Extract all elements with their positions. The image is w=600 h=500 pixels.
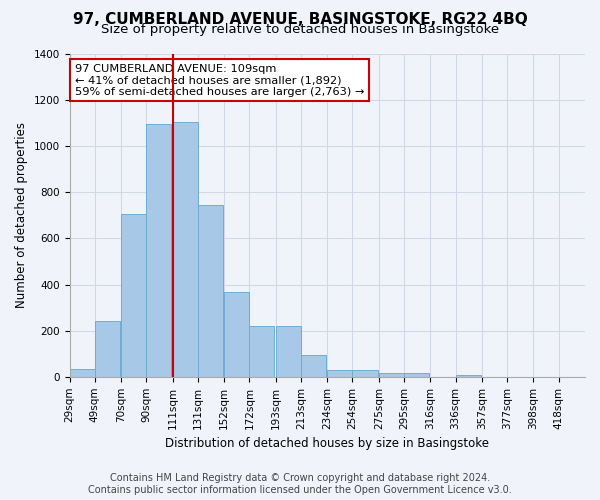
- Text: Size of property relative to detached houses in Basingstoke: Size of property relative to detached ho…: [101, 22, 499, 36]
- Bar: [173, 122, 198, 377]
- Text: 97, CUMBERLAND AVENUE, BASINGSTOKE, RG22 4BQ: 97, CUMBERLAND AVENUE, BASINGSTOKE, RG22…: [73, 12, 527, 28]
- Bar: [198, 205, 223, 377]
- Bar: [224, 292, 250, 377]
- Bar: [121, 214, 146, 377]
- Bar: [327, 370, 352, 377]
- Bar: [95, 322, 120, 377]
- X-axis label: Distribution of detached houses by size in Basingstoke: Distribution of detached houses by size …: [165, 437, 489, 450]
- Bar: [379, 374, 404, 377]
- Bar: [404, 374, 429, 377]
- Bar: [455, 374, 481, 377]
- Bar: [146, 124, 172, 377]
- Bar: [301, 355, 326, 377]
- Text: 97 CUMBERLAND AVENUE: 109sqm
← 41% of detached houses are smaller (1,892)
59% of: 97 CUMBERLAND AVENUE: 109sqm ← 41% of de…: [74, 64, 364, 97]
- Bar: [276, 326, 301, 377]
- Text: Contains HM Land Registry data © Crown copyright and database right 2024.
Contai: Contains HM Land Registry data © Crown c…: [88, 474, 512, 495]
- Y-axis label: Number of detached properties: Number of detached properties: [15, 122, 28, 308]
- Bar: [70, 368, 95, 377]
- Bar: [352, 370, 377, 377]
- Bar: [250, 326, 274, 377]
